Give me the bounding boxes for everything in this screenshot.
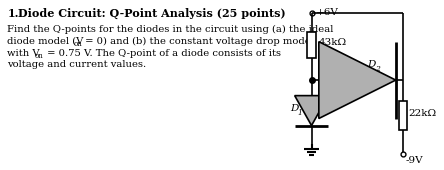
Text: on: on: [73, 40, 82, 48]
Text: Find the Q-points for the diodes in the circuit using (a) the ideal: Find the Q-points for the diodes in the …: [7, 25, 334, 34]
Text: D: D: [290, 104, 298, 113]
Text: -9V: -9V: [406, 156, 424, 165]
Text: +6V: +6V: [315, 8, 338, 17]
Bar: [399, 101, 408, 130]
Text: 2: 2: [375, 65, 380, 73]
Text: on: on: [35, 52, 44, 59]
Text: D: D: [367, 60, 376, 69]
Text: = 0) and (b) the constant voltage drop model: = 0) and (b) the constant voltage drop m…: [82, 37, 314, 46]
Polygon shape: [295, 96, 329, 125]
Text: diode model (V: diode model (V: [7, 37, 83, 46]
Text: voltage and current values.: voltage and current values.: [7, 60, 147, 69]
Bar: [307, 32, 316, 58]
Polygon shape: [319, 42, 396, 118]
Text: 1: 1: [298, 108, 303, 117]
Text: 1.: 1.: [7, 8, 19, 19]
Text: Diode Circuit: Q-Point Analysis (25 points): Diode Circuit: Q-Point Analysis (25 poin…: [18, 8, 286, 19]
Text: = 0.75 V. The Q-point of a diode consists of its: = 0.75 V. The Q-point of a diode consist…: [44, 49, 281, 58]
Text: 43kΩ: 43kΩ: [318, 38, 346, 47]
Text: 22kΩ: 22kΩ: [408, 109, 436, 118]
Text: with V: with V: [7, 49, 40, 58]
